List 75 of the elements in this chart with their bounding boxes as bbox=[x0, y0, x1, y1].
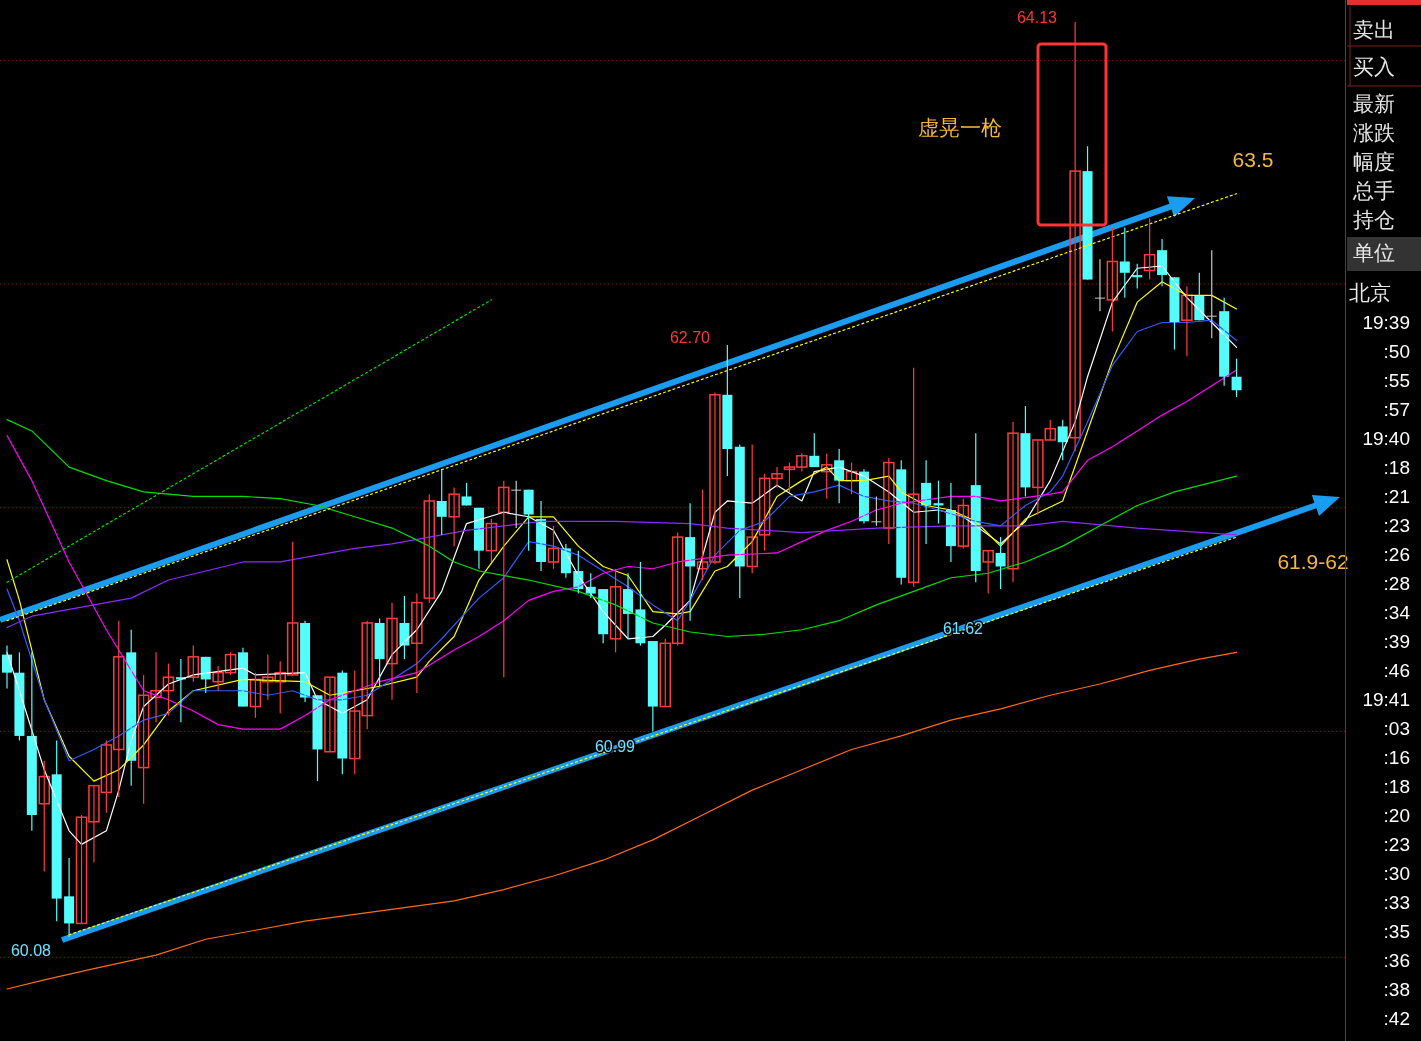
text: :42 bbox=[1383, 1007, 1410, 1029]
annotation: 虚晃一枪 bbox=[918, 116, 1002, 139]
candlestick bbox=[1181, 285, 1193, 357]
text: :50 bbox=[1383, 340, 1410, 362]
text: :34 bbox=[1383, 601, 1411, 623]
text: :36 bbox=[1383, 949, 1410, 971]
text: :33 bbox=[1383, 891, 1410, 913]
text: :26 bbox=[1383, 543, 1410, 565]
candlestick bbox=[162, 663, 175, 717]
text: :21 bbox=[1383, 485, 1410, 507]
text: :39 bbox=[1383, 630, 1410, 652]
text: :03 bbox=[1383, 717, 1410, 739]
text: 幅度 bbox=[1353, 150, 1395, 174]
candlestick bbox=[187, 644, 200, 683]
text: 持仓 bbox=[1353, 208, 1395, 232]
candlestick bbox=[907, 367, 920, 588]
candlestick bbox=[498, 480, 510, 678]
candlestick bbox=[423, 493, 436, 604]
text: :23 bbox=[1383, 514, 1410, 536]
candlestick bbox=[38, 760, 51, 873]
candlestick bbox=[374, 617, 385, 687]
text: 总手 bbox=[1352, 179, 1395, 203]
candlestick bbox=[722, 344, 733, 477]
candlestick bbox=[485, 518, 498, 563]
text: :18 bbox=[1383, 775, 1410, 797]
text: :46 bbox=[1383, 659, 1410, 681]
text: :55 bbox=[1383, 369, 1410, 391]
text: :16 bbox=[1383, 746, 1410, 768]
text: :18 bbox=[1383, 456, 1410, 478]
candlestick bbox=[746, 443, 758, 574]
text: 卖出 bbox=[1353, 18, 1395, 42]
text: :28 bbox=[1383, 572, 1410, 594]
candlestick bbox=[324, 676, 336, 753]
text: 最新 bbox=[1353, 92, 1395, 116]
candlestick bbox=[523, 489, 534, 552]
annotation: 62.70 bbox=[669, 329, 711, 346]
text: :30 bbox=[1383, 862, 1410, 884]
annotation: 63.5 bbox=[1232, 148, 1274, 171]
text: 涨跌 bbox=[1353, 121, 1395, 145]
candlestick bbox=[386, 602, 398, 701]
text: 19:39 bbox=[1362, 311, 1410, 333]
candlestick bbox=[1020, 405, 1031, 498]
candlestick bbox=[982, 549, 994, 595]
text: 单位 bbox=[1353, 241, 1395, 265]
annotation: 64.13 bbox=[1016, 9, 1058, 26]
candlestick bbox=[1143, 217, 1156, 281]
text: 61.9-62 bbox=[1277, 550, 1349, 573]
candlestick bbox=[547, 525, 560, 570]
candlestick bbox=[411, 592, 423, 694]
candlestick bbox=[448, 486, 460, 547]
candlestick bbox=[1069, 21, 1081, 452]
candlestick bbox=[647, 640, 658, 733]
text: :20 bbox=[1383, 804, 1410, 826]
candlestick bbox=[461, 482, 472, 507]
candlestick bbox=[871, 495, 882, 527]
candlestick bbox=[436, 468, 447, 536]
candlestick bbox=[883, 457, 895, 545]
candlestick bbox=[1106, 226, 1119, 333]
candlestick bbox=[1007, 421, 1019, 583]
candlestick bbox=[1206, 249, 1217, 339]
candlestick bbox=[1119, 226, 1130, 299]
candlestick bbox=[609, 568, 622, 653]
candlestick bbox=[957, 498, 970, 550]
candlestick bbox=[845, 461, 858, 495]
text: 买入 bbox=[1353, 55, 1395, 79]
candlestick bbox=[511, 480, 522, 529]
candlestick bbox=[820, 452, 833, 500]
text: :35 bbox=[1383, 920, 1410, 942]
text: 19:41 bbox=[1362, 688, 1410, 710]
text: :57 bbox=[1383, 398, 1410, 420]
text: :38 bbox=[1383, 978, 1410, 1000]
text: 北京 bbox=[1349, 281, 1391, 305]
text: 60.08 bbox=[10, 942, 52, 959]
text: :23 bbox=[1383, 833, 1410, 855]
text: 19:40 bbox=[1362, 427, 1410, 449]
